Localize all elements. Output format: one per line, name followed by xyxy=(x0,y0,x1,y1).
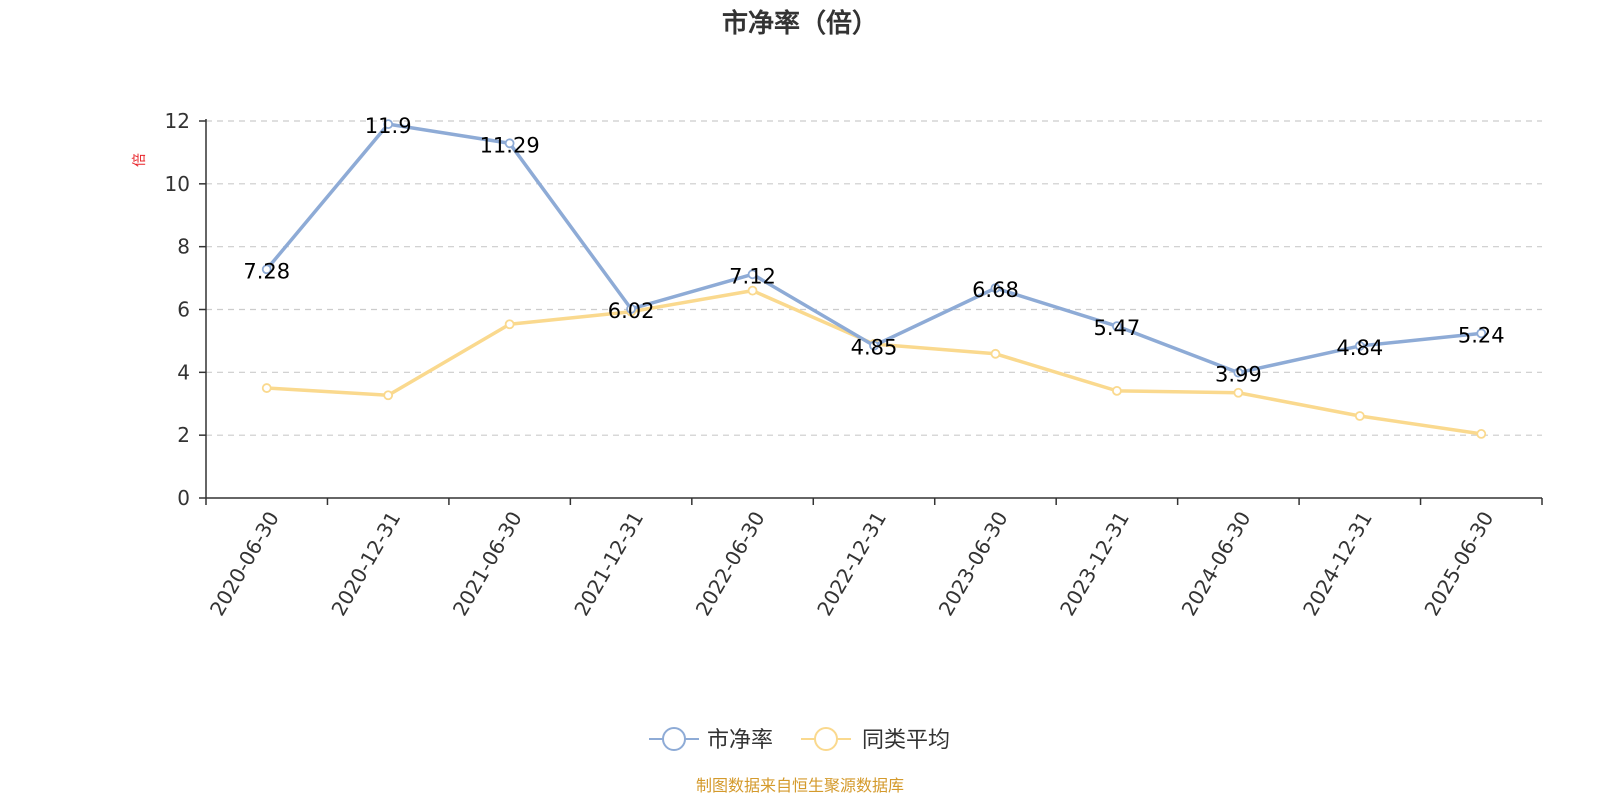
y-axis-unit-label: 倍 xyxy=(132,153,148,167)
data-label: 7.12 xyxy=(729,264,776,288)
data-point[interactable] xyxy=(626,303,636,314)
data-label: 7.28 xyxy=(243,259,290,283)
data-point[interactable] xyxy=(1112,321,1122,332)
data-point[interactable] xyxy=(869,340,879,351)
x-tick-label: 2025-06-30 xyxy=(1419,507,1498,620)
y-tick-label: 0 xyxy=(177,486,190,510)
y-tick-label: 12 xyxy=(165,109,190,133)
x-tick-label: 2020-06-30 xyxy=(205,507,284,620)
legend[interactable]: 市净率 同类平均 xyxy=(649,727,950,753)
series-line-1 xyxy=(266,288,1482,436)
axes: 0 2 4 6 8 10 12 2020-06-30 2020-12-31 2021-06-30 2… xyxy=(165,109,1543,620)
legend-marker xyxy=(662,727,686,751)
legend-label: 同类平均 xyxy=(862,728,950,753)
legend-marker xyxy=(814,727,838,751)
y-tick-label: 6 xyxy=(177,298,190,322)
data-label: 5.24 xyxy=(1458,323,1505,347)
data-label: 4.84 xyxy=(1336,336,1383,360)
data-labels: 7.28 11.9 11.29 6.02 7.12 4.85 6.68 5.47 3.99 4.8… xyxy=(243,114,1504,387)
x-tick-label: 2023-06-30 xyxy=(934,507,1013,620)
data-label: 6.68 xyxy=(972,278,1019,302)
data-label: 3.99 xyxy=(1215,363,1262,387)
data-point[interactable] xyxy=(504,319,515,330)
data-point[interactable] xyxy=(383,119,394,130)
y-tick-label: 8 xyxy=(177,235,190,259)
x-tick-label: 2022-06-30 xyxy=(691,507,770,620)
data-point[interactable] xyxy=(1476,429,1487,439)
data-point[interactable] xyxy=(990,283,1001,294)
chart-title: 市净率（倍） xyxy=(722,8,878,39)
legend-item-0[interactable]: 市净率 xyxy=(649,727,773,753)
data-point[interactable] xyxy=(261,264,272,275)
x-tick-label: 2024-12-31 xyxy=(1298,507,1377,620)
y-tick-label: 4 xyxy=(177,360,190,384)
data-label: 4.85 xyxy=(851,336,898,360)
data-point[interactable] xyxy=(1354,341,1365,351)
source-note: 制图数据来自恒生聚源数据库 xyxy=(696,776,904,795)
x-tick-label: 2021-06-30 xyxy=(448,507,527,620)
data-point[interactable] xyxy=(261,383,272,393)
x-tick-label: 2020-12-31 xyxy=(326,507,405,620)
data-point[interactable] xyxy=(1233,387,1244,398)
series-lines xyxy=(261,119,1487,439)
data-label: 6.02 xyxy=(608,299,655,323)
x-tick-label: 2021-12-31 xyxy=(569,507,648,620)
legend-label: 市净率 xyxy=(707,728,773,753)
x-tick-label: 2022-12-31 xyxy=(812,507,891,620)
data-point[interactable] xyxy=(1354,411,1365,421)
y-tick-label: 10 xyxy=(165,172,190,196)
data-point[interactable] xyxy=(990,348,1001,359)
data-point[interactable] xyxy=(1112,385,1122,396)
data-point[interactable] xyxy=(504,138,515,149)
y-tick-label: 2 xyxy=(177,423,190,447)
data-point[interactable] xyxy=(747,269,758,280)
legend-item-1[interactable]: 同类平均 xyxy=(801,727,950,753)
data-label: 5.47 xyxy=(1094,316,1141,340)
data-point[interactable] xyxy=(1476,328,1487,339)
data-point[interactable] xyxy=(747,285,758,296)
data-point[interactable] xyxy=(1233,367,1244,378)
x-tick-label: 2024-06-30 xyxy=(1177,507,1256,620)
gridlines xyxy=(206,120,1542,436)
data-point[interactable] xyxy=(383,390,394,401)
x-tick-label: 2023-12-31 xyxy=(1055,507,1134,620)
data-label: 11.9 xyxy=(365,114,412,138)
data-label: 11.29 xyxy=(480,133,540,157)
